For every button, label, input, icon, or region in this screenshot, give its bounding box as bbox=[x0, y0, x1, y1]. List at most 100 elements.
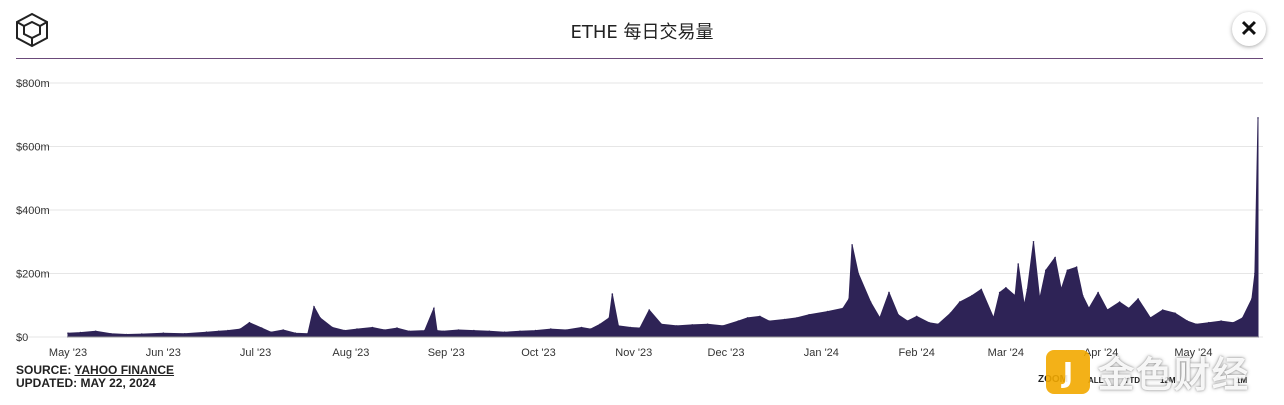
data-point bbox=[227, 329, 229, 332]
data-point bbox=[783, 318, 786, 321]
data-point bbox=[141, 333, 143, 335]
data-point bbox=[848, 298, 850, 300]
data-point bbox=[534, 329, 537, 332]
zoom-ytd-button[interactable]: YTD bbox=[1124, 376, 1140, 385]
data-point bbox=[260, 327, 263, 329]
data-point bbox=[1257, 117, 1259, 119]
data-point bbox=[1186, 320, 1189, 322]
data-point bbox=[371, 326, 374, 329]
data-point bbox=[1097, 291, 1099, 294]
watermark-text: 金色财经 bbox=[1098, 355, 1251, 396]
data-point bbox=[737, 320, 740, 322]
data-point bbox=[473, 329, 475, 332]
data-point bbox=[639, 327, 641, 329]
data-point bbox=[722, 325, 724, 327]
data-point bbox=[992, 317, 995, 319]
zoom-1m-button[interactable]: 1M bbox=[1236, 376, 1248, 385]
data-point bbox=[383, 329, 386, 331]
data-point bbox=[706, 323, 709, 326]
data-point bbox=[1060, 288, 1062, 291]
data-point bbox=[110, 333, 112, 335]
data-point bbox=[457, 329, 460, 331]
data-point bbox=[67, 332, 69, 335]
data-point bbox=[676, 325, 678, 327]
x-tick-label: May '24 bbox=[1174, 347, 1212, 359]
data-point bbox=[869, 301, 872, 303]
data-point bbox=[1220, 320, 1222, 322]
data-point bbox=[184, 333, 186, 335]
data-point bbox=[842, 307, 844, 310]
data-point bbox=[851, 244, 853, 246]
data-point bbox=[1161, 309, 1164, 311]
data-point bbox=[248, 321, 251, 324]
data-point bbox=[928, 321, 930, 324]
series-area bbox=[67, 117, 1259, 338]
data-point bbox=[949, 312, 952, 315]
data-point bbox=[433, 307, 435, 310]
data-point bbox=[396, 327, 398, 329]
data-point bbox=[1195, 323, 1198, 326]
data-point bbox=[897, 314, 899, 316]
zoom-all-button[interactable]: ALL bbox=[1088, 376, 1104, 385]
data-point bbox=[1038, 298, 1041, 300]
data-point bbox=[1075, 266, 1078, 268]
data-point bbox=[239, 328, 241, 330]
data-point bbox=[796, 317, 798, 319]
data-point bbox=[503, 331, 506, 334]
x-tick-label: Jul '23 bbox=[240, 347, 271, 359]
data-point bbox=[79, 331, 82, 334]
data-point bbox=[488, 330, 491, 333]
x-tick-label: Oct '23 bbox=[521, 347, 556, 359]
data-point bbox=[1017, 263, 1019, 265]
chart-title: ETHE 每日交易量 bbox=[570, 22, 714, 43]
source-line: SOURCE: YAHOO FINANCE bbox=[16, 364, 174, 377]
x-tick-label: Sep '23 bbox=[428, 347, 465, 359]
close-button[interactable]: ✕ bbox=[1232, 12, 1266, 46]
data-point bbox=[1137, 298, 1139, 300]
data-point bbox=[1045, 269, 1047, 272]
source-link[interactable]: YAHOO FINANCE bbox=[74, 363, 175, 377]
data-point bbox=[313, 306, 315, 308]
data-point bbox=[857, 272, 860, 275]
data-point bbox=[1208, 321, 1210, 324]
x-tick-label: Feb '24 bbox=[899, 347, 935, 359]
data-point bbox=[162, 332, 165, 335]
header-divider bbox=[16, 58, 1263, 59]
data-point bbox=[1118, 301, 1121, 303]
data-point bbox=[565, 329, 567, 331]
data-point bbox=[746, 317, 749, 319]
x-tick-label: Nov '23 bbox=[615, 347, 652, 359]
data-point bbox=[888, 291, 890, 294]
data-point bbox=[294, 332, 297, 335]
data-point bbox=[94, 330, 97, 333]
data-point bbox=[826, 310, 829, 313]
data-point bbox=[768, 320, 770, 322]
data-point bbox=[808, 314, 810, 316]
data-point bbox=[343, 329, 346, 332]
data-point bbox=[879, 317, 881, 319]
data-point bbox=[1023, 304, 1026, 307]
data-point bbox=[1014, 294, 1016, 297]
data-point bbox=[282, 329, 285, 331]
data-point bbox=[599, 323, 601, 326]
data-point bbox=[608, 317, 610, 319]
updated-date: UPDATED: MAY 22, 2024 bbox=[16, 376, 156, 390]
data-point bbox=[915, 315, 918, 318]
data-point bbox=[125, 333, 128, 336]
zoom-12m-button[interactable]: 12M bbox=[1160, 376, 1176, 385]
data-point bbox=[408, 330, 411, 333]
x-tick-label: May '23 bbox=[49, 347, 87, 359]
data-point bbox=[1251, 298, 1253, 300]
data-point bbox=[998, 291, 1001, 294]
data-point bbox=[629, 326, 632, 329]
data-point bbox=[611, 293, 614, 295]
source-prefix: SOURCE: bbox=[16, 363, 75, 377]
data-point bbox=[436, 329, 438, 332]
data-point bbox=[1032, 241, 1035, 243]
data-point bbox=[980, 288, 983, 291]
data-point bbox=[442, 330, 444, 333]
data-point bbox=[1088, 307, 1090, 310]
data-point bbox=[1241, 317, 1244, 319]
x-tick-label: Jun '23 bbox=[146, 347, 181, 359]
